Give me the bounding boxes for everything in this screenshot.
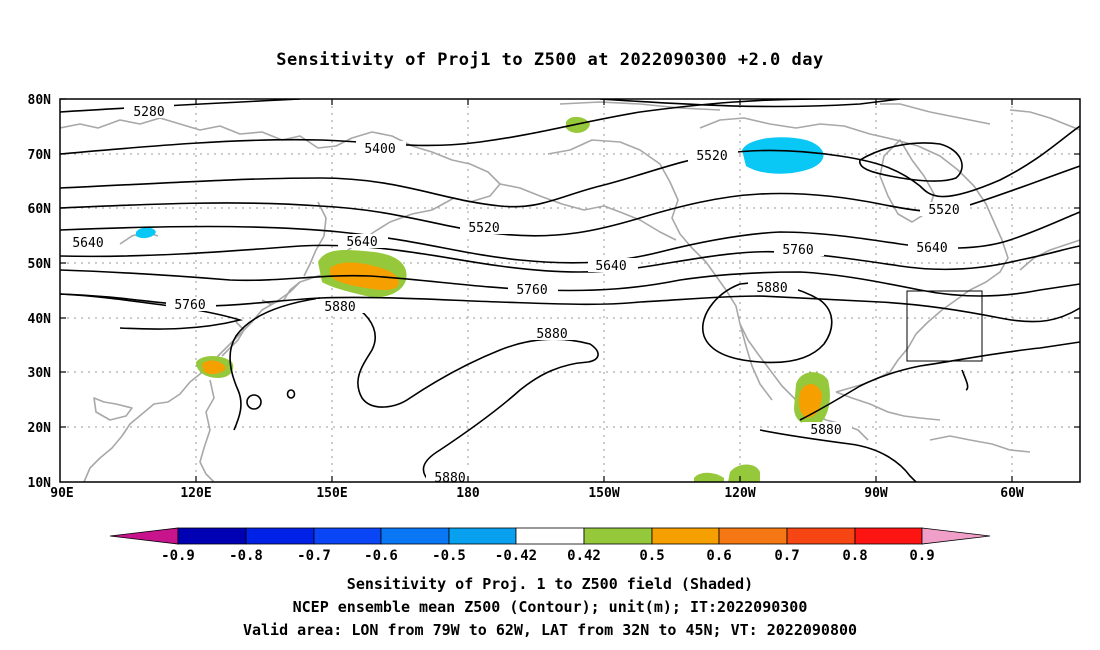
colorbar-labels: -0.9 -0.8 -0.7 -0.6 -0.5 -0.42 0.42 0.5 … xyxy=(161,548,935,564)
colorbar-cell xyxy=(177,527,247,545)
contour-label: 5520 xyxy=(696,149,727,164)
contour-label: 5880 xyxy=(810,423,841,438)
caption-valid-area: Valid area: LON from 79W to 62W, LAT fro… xyxy=(242,621,858,639)
contour-label: 5760 xyxy=(782,243,813,258)
contour-label: 5520 xyxy=(468,221,499,236)
colorbar-cell xyxy=(786,527,856,545)
contour-label: 5280 xyxy=(133,105,164,120)
colorbar-label: -0.42 xyxy=(495,548,537,564)
shade-blob-siberia-small xyxy=(136,227,156,239)
caption-contour: NCEP ensemble mean Z500 (Contour); unit(… xyxy=(292,598,808,616)
lon-label-90e: 90E xyxy=(50,486,73,501)
colorbar-cell xyxy=(583,527,653,545)
contour-label-group: 5280 5400 5520 5520 5520 5640 5640 5640 … xyxy=(64,104,970,486)
colorbar-cell xyxy=(515,527,585,545)
colorbar-label: 0.6 xyxy=(706,548,731,564)
lat-label-60n: 60N xyxy=(28,202,52,217)
colorbar-over-triangle xyxy=(921,527,991,545)
contour-label: 5400 xyxy=(364,142,395,157)
lon-label-120w: 120W xyxy=(724,486,755,501)
colorbar-cell xyxy=(448,527,517,545)
lon-label-150e: 150E xyxy=(316,486,347,501)
contour-label: 5760 xyxy=(516,283,547,298)
valid-area-box xyxy=(906,290,983,362)
colorbar-under-triangle xyxy=(109,527,179,545)
colorbar-cell xyxy=(718,527,788,545)
colorbar-cell xyxy=(245,527,315,545)
lon-label-150w: 150W xyxy=(588,486,619,501)
colorbar-cell xyxy=(651,527,720,545)
contour-label: 5640 xyxy=(346,235,377,250)
lat-label-30n: 30N xyxy=(28,366,52,381)
lon-label-180: 180 xyxy=(456,486,480,501)
colorbar xyxy=(109,527,991,545)
lon-label-120e: 120E xyxy=(180,486,211,501)
colorbar-label: 0.9 xyxy=(909,548,934,564)
colorbar-cell xyxy=(313,527,382,545)
lat-label-70n: 70N xyxy=(28,148,52,163)
shade-blob-mexico-core xyxy=(798,383,822,418)
lat-label-20n: 20N xyxy=(28,421,52,436)
lat-label-40n: 40N xyxy=(28,312,52,327)
lat-label-10n: 10N xyxy=(28,476,52,491)
lat-label-50n: 50N xyxy=(28,257,52,272)
contour-label: 5640 xyxy=(72,236,103,251)
contour-label: 5880 xyxy=(434,471,465,486)
contour-label: 5520 xyxy=(928,203,959,218)
lat-labels: 80N 70N 60N 50N 40N 30N 20N 10N xyxy=(28,93,52,491)
shade-blob-kamchatka-small xyxy=(566,116,590,133)
colorbar-label: 0.42 xyxy=(567,548,601,564)
sensitivity-shading xyxy=(136,116,830,482)
lat-label-80n: 80N xyxy=(28,93,52,108)
contour-label: 5880 xyxy=(324,300,355,315)
shade-blob-hudson xyxy=(742,137,824,174)
lon-label-60w: 60W xyxy=(1000,486,1024,501)
lon-label-90w: 90W xyxy=(864,486,888,501)
shade-blob-e-pacific-2 xyxy=(728,464,760,482)
shade-blob-e-pacific xyxy=(694,472,724,482)
contour-label: 5760 xyxy=(174,298,205,313)
colorbar-label: -0.9 xyxy=(161,548,195,564)
colorbar-cell xyxy=(854,527,923,545)
contour-label: 5640 xyxy=(595,259,626,274)
colorbar-label: -0.5 xyxy=(432,548,466,564)
colorbar-cell xyxy=(380,527,450,545)
map-title: Sensitivity of Proj1 to Z500 at 20220903… xyxy=(276,50,824,70)
caption-shading: Sensitivity of Proj. 1 to Z500 field (Sh… xyxy=(346,575,754,593)
contour-label: 5880 xyxy=(536,327,567,342)
colorbar-label: 0.7 xyxy=(774,548,799,564)
colorbar-label: -0.6 xyxy=(364,548,398,564)
contour-label: 5640 xyxy=(916,241,947,256)
lon-labels: 90E 120E 150E 180 150W 120W 90W 60W xyxy=(50,486,1024,501)
colorbar-label: -0.7 xyxy=(297,548,331,564)
map-frame xyxy=(59,98,1081,483)
shade-blob-east-china-core xyxy=(202,360,226,375)
axis-ticks xyxy=(60,98,1080,482)
colorbar-label: -0.8 xyxy=(229,548,263,564)
contour-label: 5880 xyxy=(756,281,787,296)
colorbar-label: 0.8 xyxy=(842,548,867,564)
colorbar-label: 0.5 xyxy=(639,548,664,564)
